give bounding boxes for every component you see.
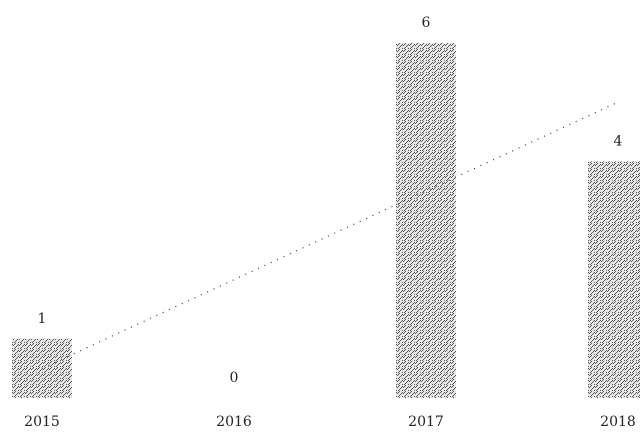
data-label: 1 [38, 311, 47, 327]
data-label: 4 [614, 133, 623, 149]
data-label: 0 [230, 370, 239, 386]
x-tick-label: 2016 [216, 414, 252, 430]
x-tick-label: 2017 [408, 414, 444, 430]
bar [396, 43, 456, 398]
trendline [41, 101, 619, 369]
bar [588, 161, 640, 398]
data-label: 6 [422, 15, 431, 31]
x-tick-label: 2015 [24, 414, 60, 430]
bar [12, 338, 72, 398]
x-tick-label: 2018 [600, 414, 636, 430]
